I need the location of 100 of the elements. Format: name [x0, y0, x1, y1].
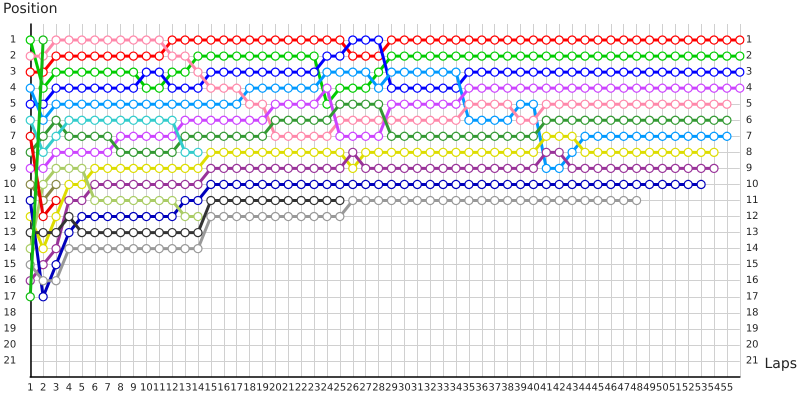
point: [309, 68, 319, 77]
point: [386, 35, 396, 45]
point: [451, 116, 461, 125]
y2-tick-label: 11: [746, 195, 759, 206]
point: [51, 260, 61, 270]
point: [51, 100, 61, 109]
point: [180, 68, 190, 77]
point: [593, 35, 603, 45]
point: [270, 84, 280, 93]
point: [168, 180, 177, 190]
point: [168, 35, 177, 45]
point: [116, 180, 126, 190]
point: [103, 84, 112, 93]
point: [619, 148, 628, 157]
point: [270, 180, 280, 190]
x-tick-label: 54: [708, 382, 720, 394]
point: [309, 148, 319, 157]
point: [412, 68, 422, 77]
point: [438, 132, 448, 141]
point: [568, 35, 577, 45]
point: [670, 164, 680, 174]
point: [670, 148, 680, 157]
point: [128, 180, 138, 190]
point: [696, 116, 706, 125]
y-tick-label: 21: [4, 355, 16, 366]
x-tick-label: 35: [462, 382, 476, 394]
point: [103, 132, 112, 141]
y2-tick-label: 2: [746, 50, 752, 62]
point: [180, 116, 190, 125]
x-tick-label: 15: [204, 382, 218, 394]
y-tick-label: 18: [4, 307, 16, 318]
point: [516, 196, 526, 206]
x-tick-label: 41: [540, 382, 553, 394]
point: [361, 35, 370, 45]
point: [142, 244, 151, 254]
point: [116, 196, 126, 206]
point: [258, 180, 268, 190]
point: [219, 51, 228, 61]
point: [438, 116, 448, 125]
point: [490, 68, 500, 77]
point: [554, 84, 564, 93]
point: [77, 196, 86, 206]
point: [284, 132, 293, 141]
point: [606, 100, 616, 109]
point: [38, 180, 48, 190]
point: [232, 164, 242, 174]
y2-tick-label: 20: [746, 339, 759, 350]
point: [709, 164, 719, 174]
point: [193, 180, 203, 190]
point: [438, 84, 448, 93]
point: [580, 116, 590, 125]
point: [464, 35, 474, 45]
point: [386, 180, 396, 190]
point: [528, 68, 538, 77]
point: [116, 84, 126, 93]
point: [270, 35, 280, 45]
point: [490, 180, 500, 190]
point: [193, 212, 203, 222]
point: [258, 68, 268, 77]
point: [374, 132, 384, 141]
point: [193, 35, 203, 45]
point: [180, 84, 190, 93]
point: [180, 132, 190, 141]
point: [244, 35, 254, 45]
point: [206, 180, 216, 190]
point: [542, 196, 551, 206]
y-tick-label: 15: [4, 259, 16, 270]
point: [361, 68, 370, 77]
point: [412, 132, 422, 141]
point: [348, 51, 358, 61]
y-tick-label: 10: [4, 178, 16, 190]
point: [542, 35, 551, 45]
point: [296, 196, 306, 206]
point: [296, 35, 306, 45]
point: [606, 35, 616, 45]
point: [193, 164, 203, 174]
point: [51, 164, 61, 174]
point: [322, 196, 332, 206]
x-tick-label: 27: [359, 382, 372, 394]
point: [116, 244, 126, 254]
point: [568, 180, 577, 190]
point: [658, 116, 668, 125]
point: [400, 100, 409, 109]
point: [322, 148, 332, 157]
point: [154, 228, 164, 238]
point: [632, 148, 642, 157]
point: [309, 164, 319, 174]
point: [490, 100, 500, 109]
point: [77, 132, 86, 141]
point: [128, 228, 138, 238]
point: [503, 51, 512, 61]
point: [64, 244, 74, 254]
point: [38, 228, 48, 238]
point: [64, 51, 74, 61]
point: [26, 164, 35, 174]
point: [542, 180, 551, 190]
point: [696, 35, 706, 45]
y-tick-label: 1: [10, 34, 16, 46]
point: [348, 35, 358, 45]
point: [542, 51, 551, 61]
